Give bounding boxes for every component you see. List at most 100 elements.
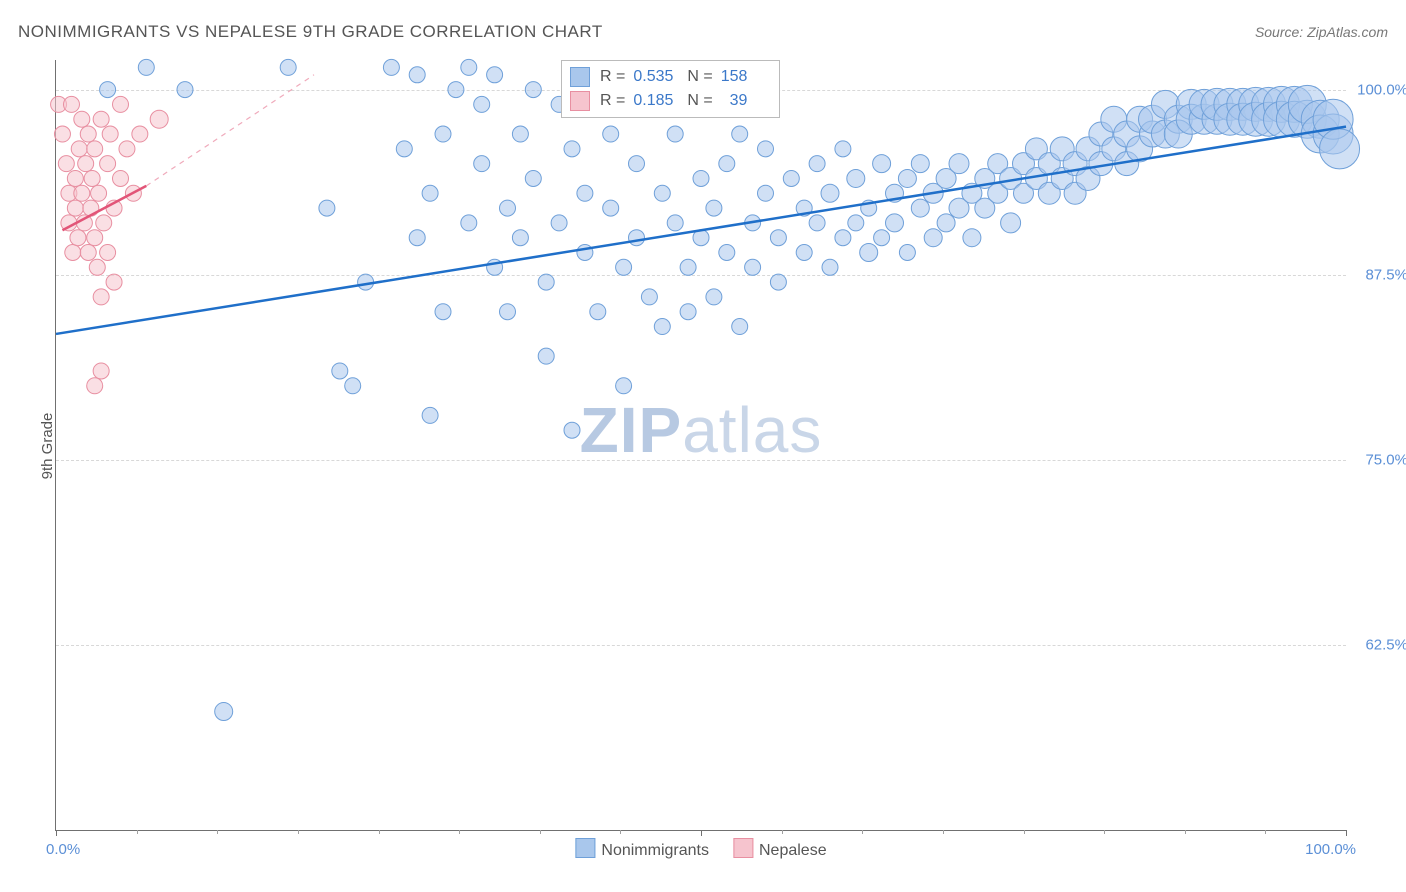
nepalese-point (87, 230, 103, 246)
nonimmigrants-point (924, 229, 942, 247)
nonimmigrants-point (719, 245, 735, 261)
nonimmigrants-point (745, 259, 761, 275)
nepalese-point (93, 111, 109, 127)
scatter-layer (56, 60, 1346, 830)
nonimmigrants-point (809, 215, 825, 231)
nonimmigrants-point (898, 169, 916, 187)
nonimmigrants-point (758, 141, 774, 157)
nonimmigrants-point (409, 230, 425, 246)
nonimmigrants-point (911, 155, 929, 173)
x-tick-minor (217, 830, 218, 834)
plot-area: ZIPatlas 62.5%75.0%87.5%100.0% R = 0.535… (55, 60, 1346, 831)
x-tick-minor (298, 830, 299, 834)
x-tick-minor (1185, 830, 1186, 834)
bottom-legend: Nonimmigrants Nepalese (575, 838, 826, 860)
nepalese-point (150, 110, 168, 128)
nonimmigrants-point (822, 259, 838, 275)
source-label: Source: ZipAtlas.com (1255, 24, 1388, 40)
nonimmigrants-point (809, 156, 825, 172)
nonimmigrants-point (616, 378, 632, 394)
nepalese-point (93, 289, 109, 305)
nonimmigrants-point (435, 304, 451, 320)
nepalese-point (91, 185, 107, 201)
nepalese-point (78, 156, 94, 172)
nonimmigrants-point (821, 184, 839, 202)
nepalese-point (80, 245, 96, 261)
nonimmigrants-point (654, 319, 670, 335)
nonimmigrants-point (422, 407, 438, 423)
nepalese-point (65, 245, 81, 261)
nonimmigrants-point (783, 170, 799, 186)
nonimmigrants-point (332, 363, 348, 379)
nonimmigrants-point (396, 141, 412, 157)
nonimmigrants-point (796, 245, 812, 261)
nonimmigrants-point (770, 230, 786, 246)
nonimmigrants-point (100, 82, 116, 98)
nonimmigrants-point (512, 126, 528, 142)
nepalese-point (84, 170, 100, 186)
nonimmigrants-point (899, 245, 915, 261)
stats-row-nepalese: R = 0.185 N = 39 (570, 89, 767, 113)
nepalese-point (113, 96, 129, 112)
legend-swatch-icon (575, 838, 595, 858)
x-tick-minor (862, 830, 863, 834)
nepalese-point (93, 363, 109, 379)
nonimmigrants-point (835, 141, 851, 157)
legend-swatch-nepalese (570, 91, 590, 111)
y-axis-label: 9th Grade (39, 413, 56, 480)
x-tick-minor (1024, 830, 1025, 834)
x-axis-max-label: 100.0% (1305, 841, 1356, 858)
nepalese-point (54, 126, 70, 142)
nepalese-trendline-extrapolated (146, 75, 314, 186)
y-tick-label: 100.0% (1357, 81, 1406, 98)
stats-row-nonimmigrants: R = 0.535 N = 158 (570, 65, 767, 89)
nonimmigrants-point (280, 59, 296, 75)
nepalese-point (63, 96, 79, 112)
nonimmigrants-point (138, 59, 154, 75)
nonimmigrants-point (693, 170, 709, 186)
nonimmigrants-point (848, 215, 864, 231)
nonimmigrants-point (873, 155, 891, 173)
nonimmigrants-point (435, 126, 451, 142)
nepalese-point (100, 156, 116, 172)
nonimmigrants-point (949, 154, 969, 174)
nepalese-point (89, 259, 105, 275)
nonimmigrants-point (319, 200, 335, 216)
x-tick-minor (459, 830, 460, 834)
x-tick-major (1346, 830, 1347, 836)
nonimmigrants-point (911, 199, 929, 217)
nonimmigrants-point (963, 229, 981, 247)
nonimmigrants-point (641, 289, 657, 305)
nonimmigrants-point (215, 703, 233, 721)
nepalese-point (96, 215, 112, 231)
nonimmigrants-point (474, 156, 490, 172)
nonimmigrants-trendline (56, 127, 1346, 334)
nonimmigrants-point (770, 274, 786, 290)
nonimmigrants-point (654, 185, 670, 201)
nonimmigrants-point (525, 170, 541, 186)
nonimmigrants-point (461, 215, 477, 231)
nonimmigrants-point (474, 96, 490, 112)
nonimmigrants-point (177, 82, 193, 98)
nonimmigrants-point (886, 214, 904, 232)
nonimmigrants-point (500, 304, 516, 320)
nonimmigrants-point (512, 230, 528, 246)
legend-swatch-nonimmigrants (570, 67, 590, 87)
chart-title: NONIMMIGRANTS VS NEPALESE 9TH GRADE CORR… (18, 22, 603, 42)
nonimmigrants-point (461, 59, 477, 75)
nonimmigrants-point (680, 259, 696, 275)
y-tick-label: 62.5% (1365, 636, 1406, 653)
stats-legend: R = 0.535 N = 158 R = 0.185 N = 39 (561, 60, 780, 118)
nonimmigrants-point (835, 230, 851, 246)
nonimmigrants-point (874, 230, 890, 246)
nonimmigrants-point (706, 200, 722, 216)
nonimmigrants-point (422, 185, 438, 201)
nepalese-point (67, 170, 83, 186)
nonimmigrants-point (937, 214, 955, 232)
nonimmigrants-point (732, 319, 748, 335)
nonimmigrants-point (680, 304, 696, 320)
nepalese-point (80, 126, 96, 142)
nonimmigrants-point (860, 244, 878, 262)
legend-item-nepalese: Nepalese (733, 838, 827, 860)
x-tick-major (701, 830, 702, 836)
